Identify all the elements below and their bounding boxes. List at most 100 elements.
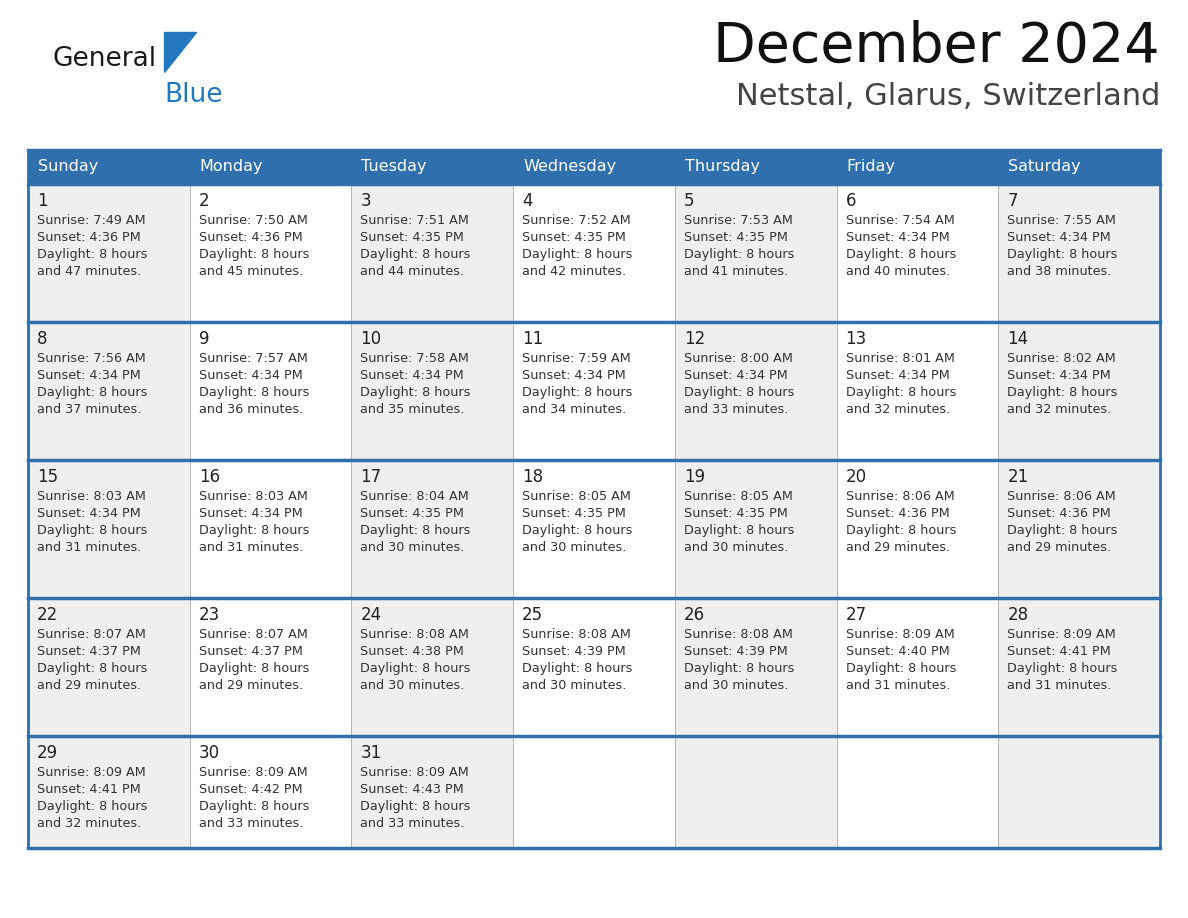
Bar	[352, 598, 513, 736]
Text: 16: 16	[198, 468, 220, 486]
Text: Sunrise: 7:54 AM: Sunrise: 7:54 AM	[846, 214, 954, 227]
Text: Sunset: 4:34 PM: Sunset: 4:34 PM	[37, 369, 140, 382]
Text: Saturday: Saturday	[1009, 160, 1081, 174]
Bar	[836, 598, 998, 736]
Text: Daylight: 8 hours: Daylight: 8 hours	[360, 800, 470, 813]
Text: Daylight: 8 hours: Daylight: 8 hours	[37, 800, 147, 813]
Text: 12: 12	[684, 330, 706, 348]
Text: and 41 minutes.: and 41 minutes.	[684, 265, 788, 278]
Text: and 32 minutes.: and 32 minutes.	[37, 817, 141, 830]
Text: Sunset: 4:35 PM: Sunset: 4:35 PM	[684, 507, 788, 520]
Text: Sunrise: 7:56 AM: Sunrise: 7:56 AM	[37, 352, 146, 365]
Text: Sunrise: 8:06 AM: Sunrise: 8:06 AM	[1007, 490, 1116, 503]
Polygon shape	[164, 32, 196, 72]
Text: and 30 minutes.: and 30 minutes.	[360, 541, 465, 554]
Text: and 31 minutes.: and 31 minutes.	[198, 541, 303, 554]
Text: Sunset: 4:36 PM: Sunset: 4:36 PM	[198, 231, 303, 244]
Text: Sunrise: 8:01 AM: Sunrise: 8:01 AM	[846, 352, 954, 365]
Text: Sunrise: 8:04 AM: Sunrise: 8:04 AM	[360, 490, 469, 503]
Text: 28: 28	[1007, 606, 1029, 624]
Text: Daylight: 8 hours: Daylight: 8 hours	[360, 662, 470, 675]
Text: Sunrise: 7:58 AM: Sunrise: 7:58 AM	[360, 352, 469, 365]
Text: 5: 5	[684, 192, 694, 210]
Text: 19: 19	[684, 468, 704, 486]
Bar	[836, 184, 998, 322]
Text: 26: 26	[684, 606, 704, 624]
Text: Sunrise: 8:09 AM: Sunrise: 8:09 AM	[846, 628, 954, 641]
Text: 1: 1	[37, 192, 48, 210]
Text: Sunrise: 8:09 AM: Sunrise: 8:09 AM	[198, 766, 308, 779]
Text: 14: 14	[1007, 330, 1029, 348]
Text: and 47 minutes.: and 47 minutes.	[37, 265, 141, 278]
Text: 9: 9	[198, 330, 209, 348]
Text: Sunrise: 8:08 AM: Sunrise: 8:08 AM	[360, 628, 469, 641]
Text: Sunset: 4:36 PM: Sunset: 4:36 PM	[37, 231, 140, 244]
Text: Daylight: 8 hours: Daylight: 8 hours	[198, 524, 309, 537]
Text: Sunrise: 8:09 AM: Sunrise: 8:09 AM	[360, 766, 469, 779]
Text: and 33 minutes.: and 33 minutes.	[198, 817, 303, 830]
Bar	[836, 736, 998, 848]
Bar	[29, 460, 190, 598]
Bar	[675, 736, 836, 848]
Text: and 45 minutes.: and 45 minutes.	[198, 265, 303, 278]
Text: Sunset: 4:39 PM: Sunset: 4:39 PM	[684, 645, 788, 658]
Bar	[352, 184, 513, 322]
Text: and 33 minutes.: and 33 minutes.	[360, 817, 465, 830]
Bar	[836, 460, 998, 598]
Text: 24: 24	[360, 606, 381, 624]
Text: 20: 20	[846, 468, 867, 486]
Text: and 40 minutes.: and 40 minutes.	[846, 265, 950, 278]
Text: 25: 25	[523, 606, 543, 624]
Text: Daylight: 8 hours: Daylight: 8 hours	[684, 524, 795, 537]
Text: General: General	[52, 46, 156, 72]
Text: Sunset: 4:34 PM: Sunset: 4:34 PM	[1007, 369, 1111, 382]
Text: Daylight: 8 hours: Daylight: 8 hours	[198, 662, 309, 675]
Bar	[190, 184, 352, 322]
Bar	[29, 322, 190, 460]
Bar	[836, 322, 998, 460]
Text: 31: 31	[360, 744, 381, 762]
Text: 18: 18	[523, 468, 543, 486]
Text: Sunset: 4:34 PM: Sunset: 4:34 PM	[1007, 231, 1111, 244]
Bar	[190, 460, 352, 598]
Text: Tuesday: Tuesday	[361, 160, 426, 174]
Bar	[513, 736, 675, 848]
Bar	[352, 736, 513, 848]
Bar	[998, 460, 1159, 598]
Bar	[513, 598, 675, 736]
Text: Netstal, Glarus, Switzerland: Netstal, Glarus, Switzerland	[735, 82, 1159, 111]
Text: Daylight: 8 hours: Daylight: 8 hours	[360, 524, 470, 537]
Bar	[998, 184, 1159, 322]
Text: Sunrise: 7:51 AM: Sunrise: 7:51 AM	[360, 214, 469, 227]
Text: Sunrise: 8:07 AM: Sunrise: 8:07 AM	[37, 628, 146, 641]
Bar	[675, 322, 836, 460]
Text: Monday: Monday	[200, 160, 264, 174]
Text: Daylight: 8 hours: Daylight: 8 hours	[684, 386, 795, 399]
Text: Sunrise: 7:53 AM: Sunrise: 7:53 AM	[684, 214, 792, 227]
Bar	[29, 150, 1159, 184]
Text: 22: 22	[37, 606, 58, 624]
Text: Sunrise: 8:09 AM: Sunrise: 8:09 AM	[37, 766, 146, 779]
Text: 13: 13	[846, 330, 867, 348]
Text: Daylight: 8 hours: Daylight: 8 hours	[37, 524, 147, 537]
Text: and 30 minutes.: and 30 minutes.	[684, 679, 788, 692]
Text: Sunset: 4:43 PM: Sunset: 4:43 PM	[360, 783, 465, 796]
Bar	[29, 598, 190, 736]
Text: Sunset: 4:34 PM: Sunset: 4:34 PM	[684, 369, 788, 382]
Text: Sunrise: 8:00 AM: Sunrise: 8:00 AM	[684, 352, 792, 365]
Text: Sunrise: 7:50 AM: Sunrise: 7:50 AM	[198, 214, 308, 227]
Text: and 35 minutes.: and 35 minutes.	[360, 403, 465, 416]
Text: 2: 2	[198, 192, 209, 210]
Bar	[190, 598, 352, 736]
Text: Sunrise: 8:03 AM: Sunrise: 8:03 AM	[37, 490, 146, 503]
Bar	[190, 322, 352, 460]
Text: 21: 21	[1007, 468, 1029, 486]
Bar	[190, 736, 352, 848]
Bar	[513, 322, 675, 460]
Text: 8: 8	[37, 330, 48, 348]
Text: and 34 minutes.: and 34 minutes.	[523, 403, 626, 416]
Text: Sunset: 4:39 PM: Sunset: 4:39 PM	[523, 645, 626, 658]
Text: Daylight: 8 hours: Daylight: 8 hours	[1007, 386, 1118, 399]
Text: Sunset: 4:40 PM: Sunset: 4:40 PM	[846, 645, 949, 658]
Text: Daylight: 8 hours: Daylight: 8 hours	[198, 386, 309, 399]
